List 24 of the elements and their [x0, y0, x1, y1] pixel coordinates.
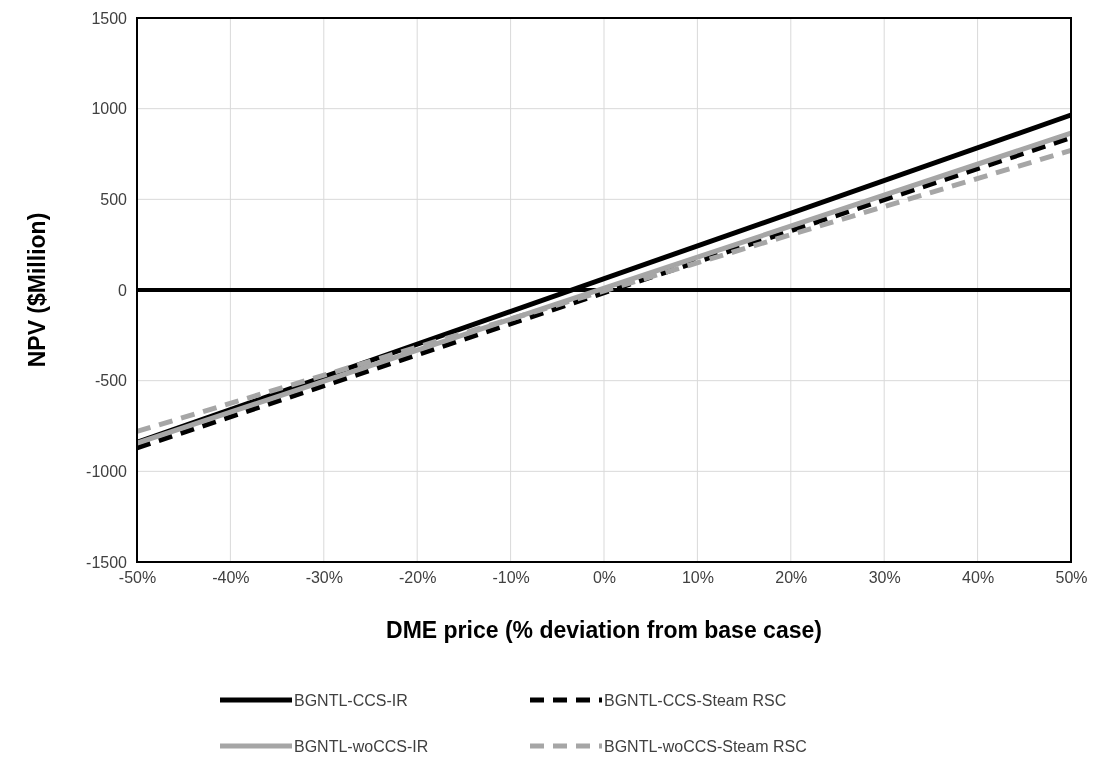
x-tick-label: 50% — [1055, 569, 1088, 587]
y-tick-label: -1500 — [86, 553, 128, 571]
x-tick-label: -30% — [305, 569, 343, 587]
y-tick-label: 1500 — [91, 9, 128, 27]
legend-label: BGNTL-CCS-IR — [294, 692, 408, 709]
y-tick-label: -500 — [94, 372, 128, 390]
x-tick-label: 10% — [681, 569, 714, 587]
x-tick-label: -40% — [212, 569, 250, 587]
legend-label: BGNTL-woCCS-IR — [294, 738, 429, 755]
y-axis-title: NPV ($Million) — [24, 212, 50, 368]
y-tick-label: 0 — [118, 281, 128, 299]
x-tick-label: 0% — [592, 569, 617, 587]
x-tick-label: 30% — [868, 569, 901, 587]
x-tick-label: 40% — [962, 569, 995, 587]
y-tick-label: -1000 — [86, 462, 128, 480]
x-tick-label: 20% — [775, 569, 808, 587]
y-tick-label: 1000 — [91, 100, 128, 118]
legend-label: BGNTL-woCCS-Steam RSC — [604, 738, 807, 755]
x-axis-title: DME price (% deviation from base case) — [386, 617, 822, 643]
legend-label: BGNTL-CCS-Steam RSC — [604, 692, 787, 709]
x-tick-label: -50% — [118, 569, 157, 587]
x-tick-label: -20% — [399, 569, 437, 587]
x-tick-label: -10% — [492, 569, 530, 587]
y-tick-label: 500 — [100, 190, 128, 208]
